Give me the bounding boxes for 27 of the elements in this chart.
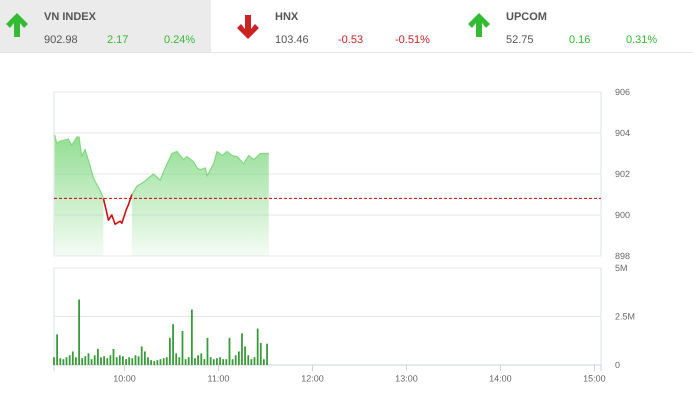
y-tick-label: 898	[615, 250, 630, 261]
x-tick-label: 14:00	[489, 373, 512, 384]
text: 52.75	[506, 34, 534, 46]
y-tick-label: 2.5M	[615, 311, 636, 322]
y-tick-label: 904	[615, 128, 630, 138]
x-tick-label: 13:00	[395, 373, 418, 384]
text: 0.16	[569, 34, 590, 46]
y-tick-label: 902	[615, 168, 630, 179]
line-series	[102, 194, 133, 226]
text: HNX	[275, 11, 299, 23]
x-tick-label: 15:00	[583, 373, 606, 384]
y-tick-label: 906	[615, 86, 630, 97]
y-tick-label: 900	[615, 210, 630, 220]
y-tick-label: 0	[615, 360, 620, 370]
text: 103.46	[275, 34, 309, 46]
y-tick-label: 5M	[615, 262, 628, 273]
text: 0.31%	[626, 34, 658, 46]
text: 902.98	[44, 34, 78, 46]
x-tick-label: 10:00	[113, 373, 136, 384]
text: -0.51%	[395, 34, 430, 46]
text: -0.53	[338, 34, 364, 46]
text: UPCOM	[506, 11, 547, 23]
text: 0.24%	[164, 34, 196, 46]
text: 2.17	[107, 34, 128, 46]
text: VN INDEX	[44, 11, 97, 23]
x-tick-label: 11:00	[208, 373, 230, 384]
x-tick-label: 12:00	[301, 373, 324, 384]
